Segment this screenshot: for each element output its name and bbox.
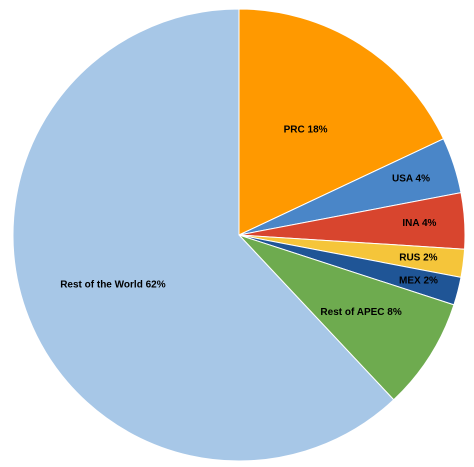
pie-labels: PRC 18% USA 4% INA 4% RUS 2% MEX 2% Rest of A… — [60, 125, 438, 318]
slice-label: MEX 2% — [399, 276, 438, 287]
slice-label: Rest of the World 62% — [60, 280, 165, 291]
slice-label: USA 4% — [392, 174, 430, 185]
pie-slice — [12, 8, 395, 462]
slice-label: Rest of APEC 8% — [320, 307, 401, 318]
pie-slice — [238, 234, 455, 401]
pie-slice — [238, 8, 445, 236]
slice-label: RUS 2% — [399, 252, 437, 263]
pie-slices — [12, 8, 466, 462]
slice-label: INA 4% — [402, 218, 436, 229]
slice-label: PRC 18% — [284, 125, 328, 136]
